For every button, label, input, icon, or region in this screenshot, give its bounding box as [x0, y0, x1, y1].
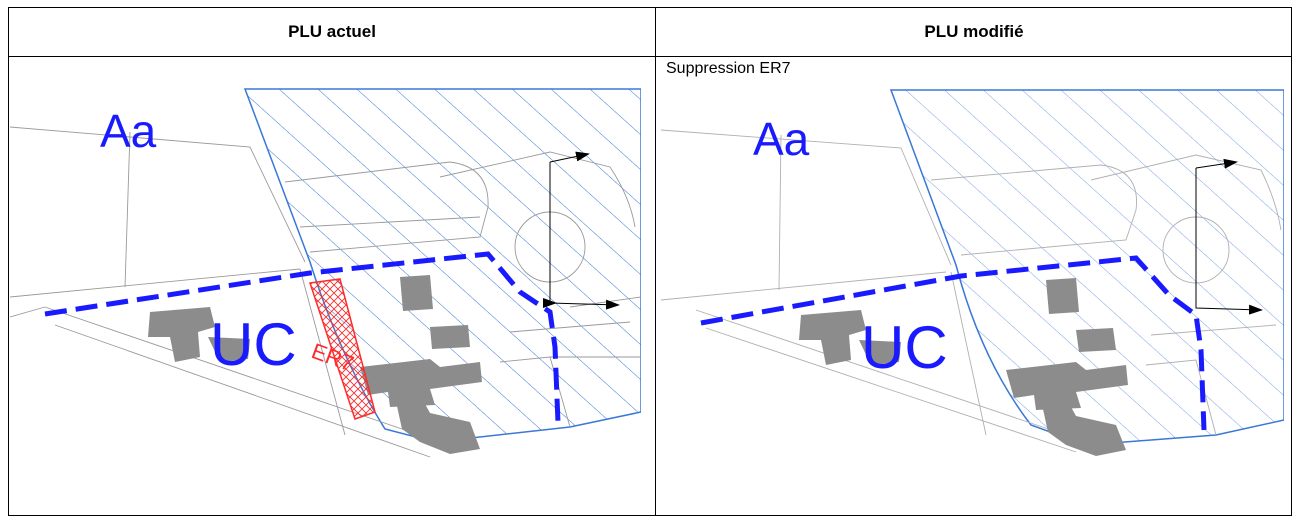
zone-label-aa: Aa	[753, 113, 810, 165]
parcel-lines	[661, 129, 1282, 453]
direction-arrows	[1195, 158, 1263, 315]
parcel-lines	[10, 126, 641, 458]
arrow-east-upper	[549, 151, 590, 163]
map-modified: Aa UC	[661, 80, 1284, 458]
arrow-east-upper	[1195, 158, 1238, 169]
reserved-area-er7	[309, 278, 376, 420]
map-current: Aa UC ER7	[10, 57, 641, 459]
comparison-table: PLU actuel PLU modifié	[8, 7, 1292, 516]
column-divider	[655, 8, 656, 515]
hatched-zone	[889, 89, 1284, 446]
buildings	[799, 278, 1128, 456]
hatched-zone	[243, 88, 641, 443]
buildings	[148, 275, 482, 454]
header-current: PLU actuel	[288, 22, 376, 41]
change-caption: Suppression ER7	[666, 60, 791, 77]
zone-label-aa: Aa	[100, 105, 157, 157]
header-modified: PLU modifié	[924, 22, 1024, 41]
zone-boundary	[700, 255, 1207, 431]
direction-arrows	[543, 151, 620, 310]
arrow-east-lower	[1195, 168, 1263, 315]
header-divider	[9, 56, 1291, 57]
zone-label-uc: UC	[210, 311, 297, 378]
zone-boundary	[44, 251, 561, 424]
zone-label-uc: UC	[861, 314, 948, 381]
